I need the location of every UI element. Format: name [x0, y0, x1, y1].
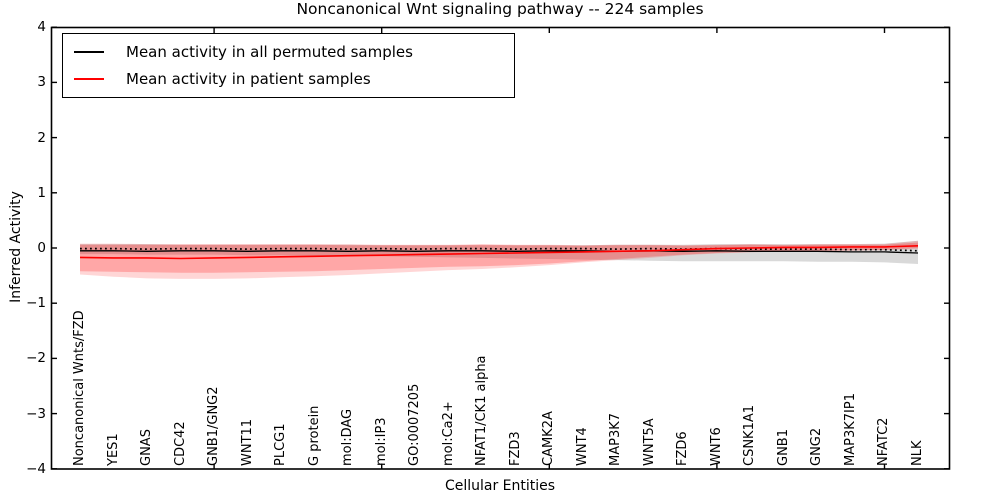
permuted-mean-line [80, 250, 919, 254]
permuted-std-band [80, 240, 918, 264]
chart-title: Noncanonical Wnt signaling pathway -- 22… [296, 0, 704, 18]
x-axis-label: Cellular Entities [444, 478, 556, 494]
legend: Mean activity in all permuted samples Me… [62, 33, 515, 98]
patient-mean-line [79, 245, 919, 260]
legend-label-permuted: Mean activity in all permuted samples [126, 43, 413, 62]
legend-label-patient: Mean activity in patient samples [126, 69, 371, 88]
patient-line-swatch-icon [74, 77, 104, 80]
permuted-line-swatch-icon [74, 51, 104, 54]
legend-item-patient: Mean activity in patient samples [74, 67, 514, 91]
legend-item-permuted: Mean activity in all permuted samples [74, 40, 514, 64]
patient-std-band-inner [80, 242, 918, 273]
